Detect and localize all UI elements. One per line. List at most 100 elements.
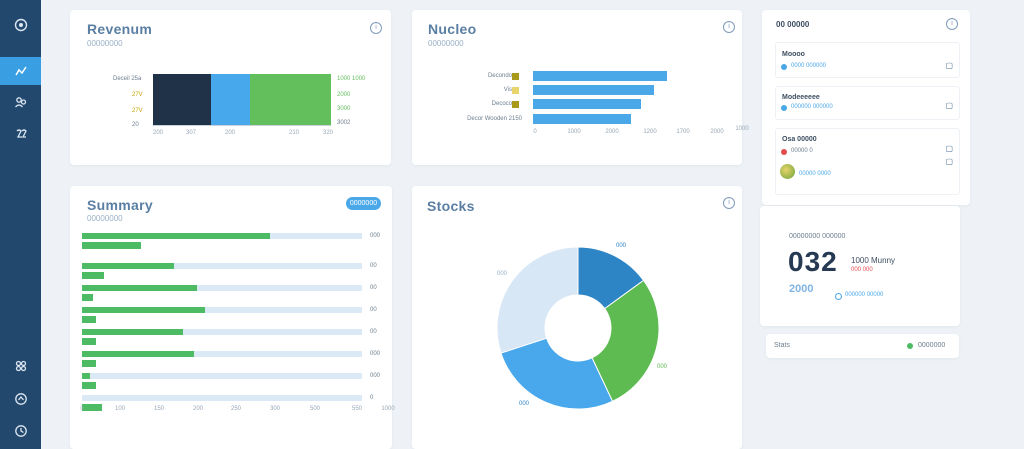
stat-sub-caption: 000000 00000 [845, 292, 884, 298]
stat-desc-sub: 000 000 [851, 267, 873, 273]
x-tick: 1000 [567, 129, 581, 135]
pie-slice [496, 246, 579, 354]
users-icon[interactable] [0, 88, 41, 116]
x-tick: 1200 [643, 129, 657, 135]
x-tick: 307 [185, 130, 197, 136]
segment-label: 3002 [337, 120, 351, 126]
info-icon[interactable]: i [370, 22, 382, 34]
progress-fill [82, 233, 270, 239]
info-icon[interactable]: i [723, 21, 735, 33]
apps-icon[interactable] [0, 352, 41, 380]
list-item-sub: 0000 000000 [791, 63, 827, 69]
progress-track [82, 285, 362, 291]
external-link-icon[interactable]: ▢ [945, 61, 953, 70]
row-value: 000 [370, 373, 381, 379]
x-tick: 1000 [381, 406, 395, 412]
list-item-sub: 000000 000000 [791, 104, 833, 110]
revenue-segment-dark [153, 74, 211, 125]
bar-label: Decondo [487, 73, 512, 79]
pie-label: 000 [497, 271, 508, 277]
stocks-donut-chart [496, 246, 660, 410]
list-item[interactable]: Modeeeeee 000000 000000 ▢ [775, 86, 960, 120]
row-value: 00 [370, 307, 377, 313]
segment-label: 1000 1000 [337, 76, 366, 82]
info-icon[interactable]: i [723, 197, 735, 209]
nucleo-title: Nucleo [428, 21, 477, 37]
bar [533, 85, 655, 95]
progress-sub-fill [82, 242, 141, 249]
bar-label: Decor Wooden 2150 [467, 116, 522, 122]
progress-sub-fill [82, 272, 105, 279]
summary-title: Summary [87, 197, 153, 213]
progress-track [82, 395, 362, 401]
progress-sub-fill [82, 338, 96, 345]
bar-label: Decoco [491, 101, 512, 107]
stat-badge: 2000 [789, 283, 814, 295]
segment-label: 3000 [337, 106, 351, 112]
list-item-title: Moooo [782, 51, 805, 58]
progress-fill [82, 373, 91, 379]
revenue-card: Revenum 00000000 i Deceil 25a 27V 27V 20… [70, 10, 391, 165]
settings-icon[interactable] [0, 417, 41, 445]
external-link-icon[interactable]: ▢ [945, 157, 953, 166]
stat-card: 00000000 000000 032 1000 Munny 000 000 2… [760, 206, 960, 326]
status-row: Stats 0000000 [766, 334, 959, 358]
progress-track [82, 373, 362, 379]
segment-label: 2000 [337, 92, 351, 98]
info-icon [835, 293, 842, 300]
bar [533, 99, 642, 109]
external-link-icon[interactable]: ▢ [945, 144, 953, 153]
x-tick: 200 [192, 406, 204, 412]
dashboard-icon[interactable] [0, 11, 41, 39]
x-tick: 1000 [735, 126, 749, 132]
list-item[interactable]: Moooo 0000 000000 ▢ [775, 42, 960, 78]
row-value: 000 [370, 233, 381, 239]
x-tick: 0 [533, 129, 537, 135]
list-item-title: Modeeeeee [782, 94, 820, 101]
x-tick: 300 [269, 406, 281, 412]
list-item-sub: 00000 0 [791, 148, 813, 154]
revenue-segment-green [250, 74, 331, 125]
external-link-icon[interactable]: ▢ [945, 101, 953, 110]
status-dot [781, 149, 787, 155]
progress-track [82, 233, 362, 239]
progress-track [82, 351, 362, 357]
stocks-card: Stocks i 000 000 000 000 [412, 186, 742, 449]
legend-swatch [512, 73, 519, 80]
summary-filter-button[interactable]: 0000000 [346, 197, 381, 210]
legend-swatch [512, 101, 519, 108]
bar [533, 71, 667, 81]
stat-caption: 00000000 000000 [789, 233, 846, 240]
progress-track [82, 307, 362, 313]
pie-slice [500, 337, 614, 410]
bar [533, 114, 632, 124]
summary-card: Summary 00000000 0000000 000 00 00 00 00 000 0… [70, 186, 395, 449]
status-dot [907, 343, 913, 349]
segment-label: 20 [132, 122, 139, 128]
progress-sub-fill [82, 382, 96, 389]
progress-fill [82, 307, 206, 313]
reports-icon[interactable] [0, 120, 41, 148]
info-icon[interactable]: i [946, 18, 958, 30]
progress-track [82, 329, 362, 335]
stat-desc: 1000 Munny [851, 256, 896, 265]
x-tick: 0 [80, 406, 84, 412]
analytics-icon[interactable] [0, 57, 41, 85]
pie-label: 000 [657, 364, 668, 370]
list-item[interactable]: Osa 00000 00000 0 00000 0000 ▢ ▢ [775, 128, 960, 195]
segment-label: 27V [132, 92, 143, 98]
nucleo-card: Nucleo 00000000 i Decondo Vis Decoco Dec… [412, 10, 749, 165]
row-value: 00 [370, 263, 377, 269]
x-tick: 210 [288, 130, 300, 136]
revenue-subtitle: 00000000 [87, 39, 123, 48]
x-tick: 2000 [605, 129, 619, 135]
progress-sub-fill [82, 404, 102, 411]
progress-fill [82, 263, 175, 269]
x-tick: 500 [309, 406, 321, 412]
summary-subtitle: 00000000 [87, 214, 123, 223]
status-dot [781, 105, 787, 111]
status-dot [781, 64, 787, 70]
progress-fill [82, 329, 183, 335]
stat-value: 032 [788, 246, 838, 277]
support-icon[interactable] [0, 385, 41, 413]
